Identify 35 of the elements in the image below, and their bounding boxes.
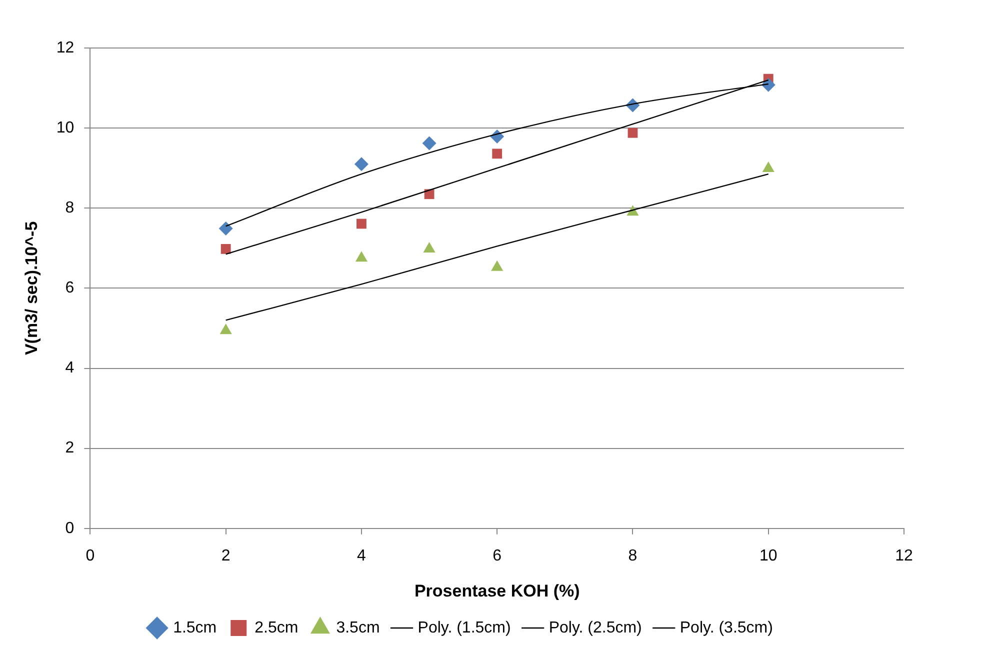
x-tick-label: 10 xyxy=(759,547,778,564)
point xyxy=(491,260,504,271)
point xyxy=(762,162,774,172)
y-tick-label: 4 xyxy=(65,360,74,377)
legend-label: Poly. (2.5cm) xyxy=(548,619,642,636)
y-tick-label: 6 xyxy=(65,280,74,297)
legend-label: Poly. (3.5cm) xyxy=(680,619,773,636)
point xyxy=(628,128,638,138)
y-tick-label: 0 xyxy=(65,520,74,537)
x-axis-title: Prosentase KOH (%) xyxy=(414,581,580,600)
point xyxy=(492,148,502,159)
x-tick-label: 6 xyxy=(492,547,502,564)
line-series xyxy=(225,174,769,321)
point xyxy=(220,244,231,254)
y-axis-title: V(m3/ sec).10^-5 xyxy=(22,221,41,356)
y-tick-label: 8 xyxy=(65,200,74,217)
x-tick-label: 4 xyxy=(357,547,366,564)
point xyxy=(355,251,368,262)
point xyxy=(218,222,233,236)
legend-label: 2.5cm xyxy=(254,619,298,636)
point xyxy=(356,218,366,229)
point xyxy=(220,324,232,334)
x-tick-label: 8 xyxy=(628,547,638,564)
x-tick-label: 0 xyxy=(86,547,95,564)
point xyxy=(354,157,368,172)
legend-label: 1.5cm xyxy=(173,619,217,636)
legend-label: Poly. (1.5cm) xyxy=(418,619,511,636)
legend-label: 3.5cm xyxy=(336,619,380,636)
x-tick-label: 12 xyxy=(895,547,913,564)
y-tick-label: 12 xyxy=(56,39,74,56)
y-tick-label: 2 xyxy=(65,440,74,457)
point xyxy=(423,242,436,252)
x-tick-label: 2 xyxy=(221,547,230,564)
point xyxy=(422,136,436,150)
y-tick-label: 10 xyxy=(56,119,74,136)
